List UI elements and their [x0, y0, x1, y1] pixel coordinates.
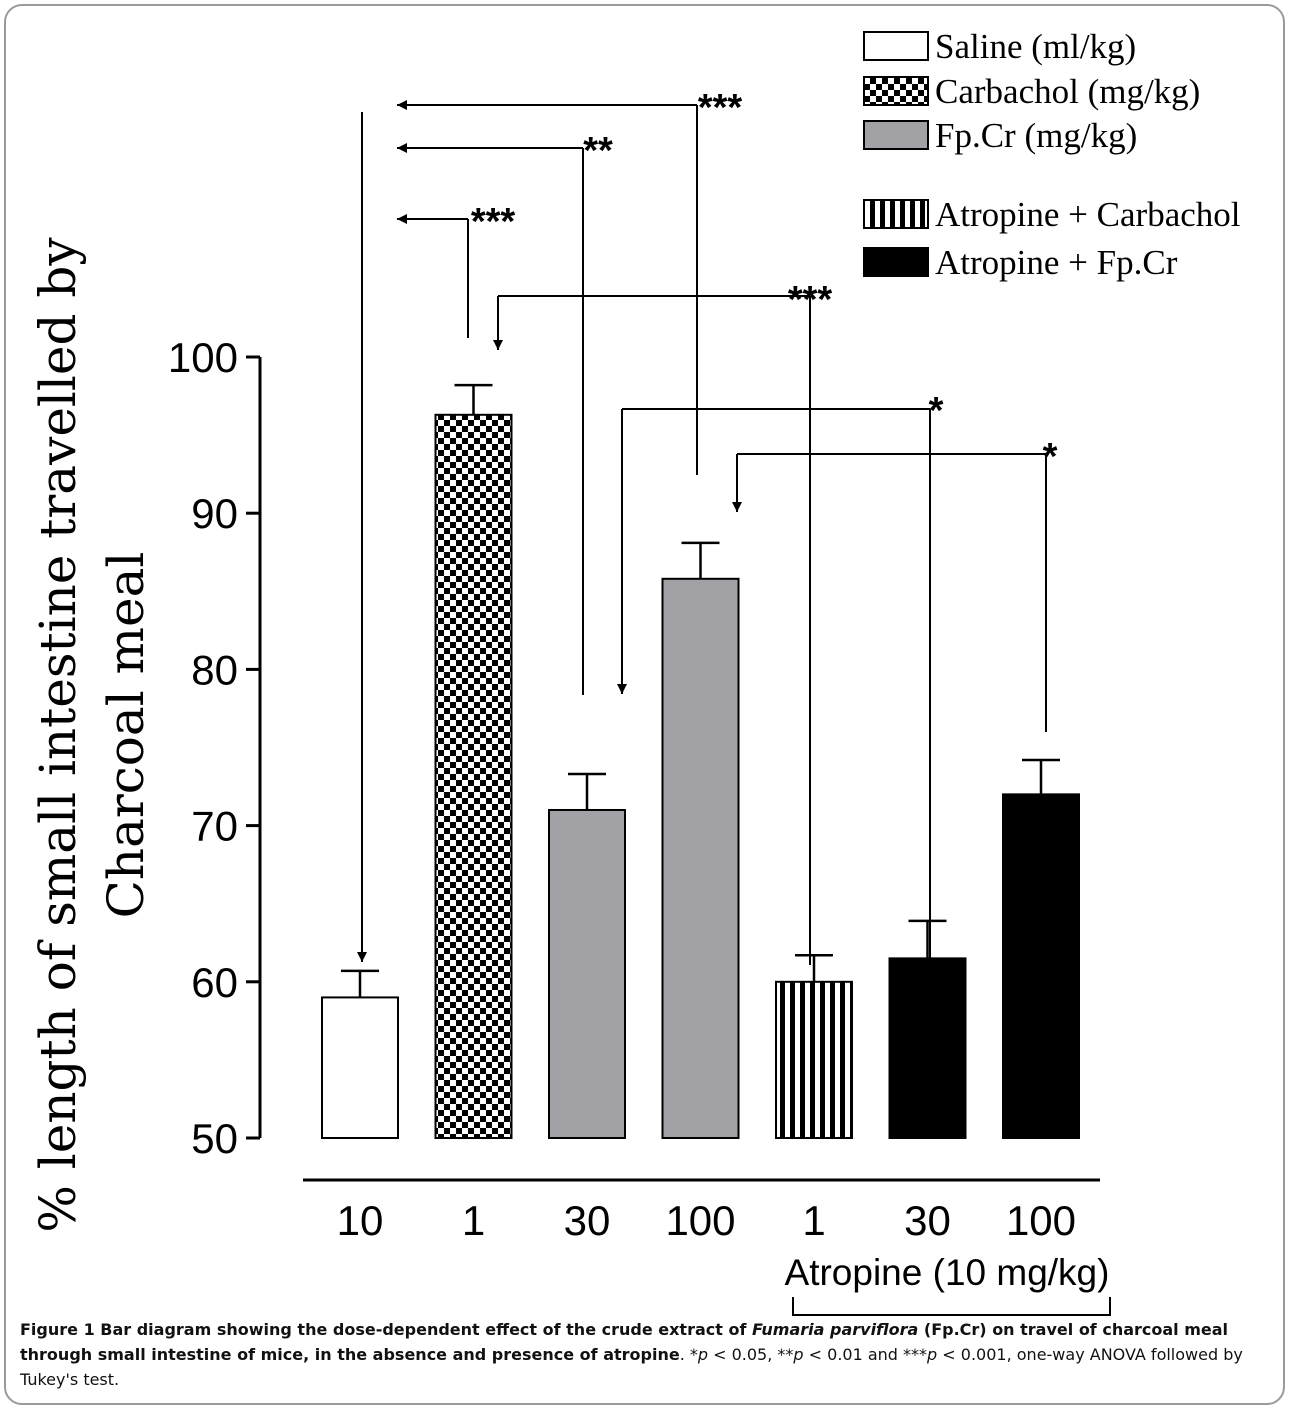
y-axis-label: % length of small intestine travelled by…: [29, 237, 155, 1233]
caption-title-post: (Fp.Cr) on travel of charcoal meal throu…: [20, 1320, 1229, 1364]
caption-stats-1: . *: [679, 1345, 698, 1364]
y-tick-label: 100: [168, 334, 238, 381]
x-tick-label: 1: [462, 1197, 485, 1244]
y-tick-label: 70: [191, 803, 238, 850]
bar: [321, 996, 399, 1139]
significance-label: ***: [788, 279, 833, 321]
legend-swatch: [863, 247, 929, 277]
group-bracket: [792, 1297, 1111, 1316]
caption-p-1: p: [697, 1345, 709, 1364]
significance-label: ***: [698, 87, 743, 129]
legend-label: Atropine + Carbachol: [935, 195, 1241, 234]
x-tick-label: 30: [564, 1197, 611, 1244]
legend-swatch: [863, 120, 929, 150]
figure-caption: Figure 1 Bar diagram showing the dose-de…: [20, 1317, 1270, 1392]
y-tick-label: 90: [191, 490, 238, 537]
legend-label: Carbachol (mg/kg): [935, 72, 1200, 111]
caption-stats-2: < 0.05, **: [708, 1345, 794, 1364]
y-tick-label: 60: [191, 959, 238, 1006]
caption-figure-label: Figure 1: [20, 1320, 95, 1339]
significance-label: **: [583, 130, 613, 172]
caption-species: Fumaria parviflora: [752, 1320, 919, 1339]
y-axis: 50 60 70 80 90 100: [168, 334, 262, 1162]
legend-label: Fp.Cr (mg/kg): [935, 116, 1137, 155]
y-axis-title-line: % length of small intestine travelled by: [29, 237, 87, 1233]
x-tick-label: 100: [1006, 1197, 1076, 1244]
bar: [1002, 793, 1080, 1139]
significance-label: ***: [471, 201, 516, 243]
caption-stats-3: < 0.01 and ***: [803, 1345, 928, 1364]
legend: Saline (ml/kg) Carbachol (mg/kg) Fp.Cr (mg…: [863, 27, 1241, 282]
x-axis: 10 1 30 100 1 30 100: [303, 1178, 1100, 1244]
y-tick-label: 50: [191, 1115, 238, 1162]
caption-p-3: p: [927, 1345, 938, 1364]
caption-title-pre: Bar diagram showing the dose-dependent e…: [94, 1320, 752, 1339]
legend-swatch: [863, 76, 929, 106]
group-label: Atropine (10 mg/kg): [785, 1252, 1110, 1293]
significance-annotations: *************: [357, 87, 1058, 986]
legend-swatch: [863, 199, 929, 229]
legend-label: Saline (ml/kg): [935, 27, 1136, 66]
bar: [434, 413, 513, 1139]
y-tick-label: 80: [191, 646, 238, 693]
significance-label: *: [1043, 436, 1058, 478]
x-tick-label: 100: [665, 1197, 735, 1244]
x-tick-label: 1: [802, 1197, 825, 1244]
x-tick-label: 10: [337, 1197, 384, 1244]
bar: [775, 980, 853, 1139]
bars: [321, 383, 1080, 1139]
bar: [661, 577, 740, 1139]
atropine-group: Atropine (10 mg/kg): [785, 1252, 1111, 1316]
bar: [888, 957, 967, 1139]
legend-swatch: [863, 31, 929, 61]
x-tick-label: 30: [904, 1197, 951, 1244]
significance-label: *: [929, 390, 944, 432]
caption-p-2: p: [793, 1345, 804, 1364]
y-axis-title-line: Charcoal meal: [97, 552, 155, 919]
bar: [548, 808, 626, 1139]
caption-stats-4: < 0.001, one-way ANOVA followed by Tukey…: [20, 1345, 1243, 1389]
figure-frame: [4, 4, 1285, 1405]
legend-label: Atropine + Fp.Cr: [935, 243, 1178, 282]
